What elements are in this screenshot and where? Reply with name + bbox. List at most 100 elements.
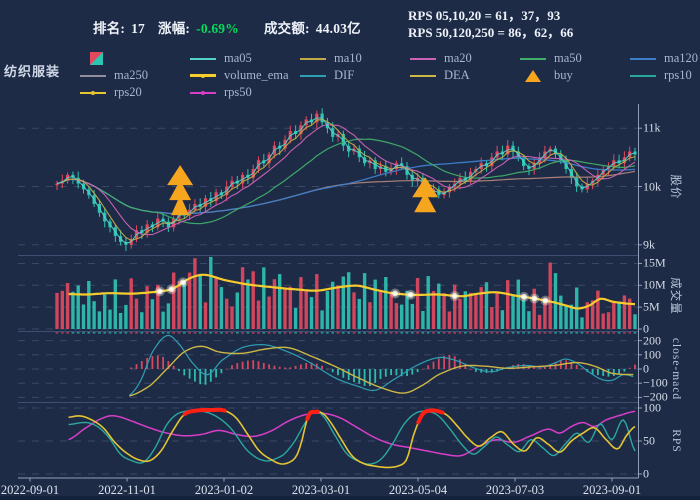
y-tick-label-volume: 0 xyxy=(643,321,649,336)
y-tick-label-rps: 100 xyxy=(643,400,661,415)
legend-item-candle[interactable] xyxy=(80,50,190,67)
y-tick-label-volume: 15M xyxy=(643,255,666,270)
volume-bars xyxy=(55,256,637,329)
header-rps-block: RPS 05,10,20 = 61，37，93 RPS 50,120,250 =… xyxy=(408,7,573,41)
x-tick-label: 2022-09-01 xyxy=(0,483,60,497)
axes-frame xyxy=(18,104,642,482)
buy-triangle-marker xyxy=(169,180,192,201)
candlestick-icon xyxy=(90,52,103,65)
legend-item-label: DIF xyxy=(334,68,355,82)
buy-legend-swatch xyxy=(520,69,546,82)
legend-item-volume_ema[interactable]: volume_ema xyxy=(190,67,300,84)
y-tick-label-macd: 200 xyxy=(643,333,661,348)
legend-item-label: buy xyxy=(554,68,573,82)
y-axis-title-volume: 成交量 xyxy=(669,277,681,315)
macd-histogram xyxy=(130,354,636,387)
legend-item-label: rps50 xyxy=(224,85,252,99)
turnover-value: 44.03亿 xyxy=(315,21,361,36)
legend-item-ma120[interactable]: ma120 xyxy=(630,50,700,67)
rps20-line xyxy=(68,408,636,469)
ma20-legend-swatch xyxy=(410,52,436,65)
legend-item-label: ma120 xyxy=(664,51,699,65)
buy-triangle-marker xyxy=(167,165,194,186)
buy-triangle-marker xyxy=(171,195,190,216)
rps-short-line: RPS 05,10,20 = 61，37，93 xyxy=(408,8,561,23)
macd-lines xyxy=(128,334,634,397)
buy-triangle-icon xyxy=(525,69,541,82)
legend-item-ma250[interactable]: ma250 xyxy=(80,67,190,84)
y-tick-label-rps: 0 xyxy=(643,466,649,481)
legend-item-ma50[interactable]: ma50 xyxy=(520,50,630,67)
rps-overbought-segment xyxy=(416,408,445,425)
buy-signal-markers xyxy=(167,165,439,216)
y-tick-label-rps: 50 xyxy=(643,433,655,448)
ma50-line xyxy=(56,138,636,225)
rps-overbought-segment xyxy=(305,409,320,421)
y-tick-label-macd: −200 xyxy=(643,389,668,404)
legend-item-label: ma05 xyxy=(224,51,252,65)
dea-line xyxy=(129,345,634,397)
legend-item-DIF[interactable]: DIF xyxy=(300,67,410,84)
legend-item-rps50[interactable]: rps50 xyxy=(190,84,300,101)
ma50-legend-swatch xyxy=(520,52,546,65)
moving-average-lines xyxy=(56,117,636,244)
buy-triangle-marker xyxy=(414,192,437,213)
y-tick-label-volume: 5M xyxy=(643,299,660,314)
ma20-line xyxy=(56,124,636,236)
rps10-line xyxy=(68,409,636,465)
legend-item-ma05[interactable]: ma05 xyxy=(190,50,300,67)
ma120-legend-swatch xyxy=(630,52,656,65)
change-value: -0.69% xyxy=(196,21,239,36)
macd-close-dotted-line xyxy=(55,332,637,334)
sector-label: 纺织服装 xyxy=(4,64,61,79)
DEA-legend-swatch xyxy=(410,69,436,82)
y-tick-label-macd: 100 xyxy=(643,347,661,362)
y-tick-label-price: 10k xyxy=(643,179,661,193)
rank-label: 排名: xyxy=(93,21,126,36)
legend: ma05 ma10 ma20 ma50 ma120 ma250 volume_ema DIF D… xyxy=(80,50,700,101)
y-axis-title-rps: RPS xyxy=(670,429,682,453)
x-tick-label: 2023-09-01 xyxy=(582,483,642,497)
header-stats: 排名: 17 涨幅: -0.69% 成交额: 44.03亿 xyxy=(93,17,361,37)
legend-item-DEA[interactable]: DEA xyxy=(410,67,520,84)
y-tick-label-price: 11k xyxy=(643,120,661,135)
change-label: 涨幅: xyxy=(158,21,191,36)
x-tick-label: 2023-05-04 xyxy=(388,483,448,497)
legend-item-rps10[interactable]: rps10 xyxy=(630,67,700,84)
rps50-legend-swatch xyxy=(190,86,216,99)
buy-triangle-marker xyxy=(412,177,439,198)
DIF-legend-swatch xyxy=(300,69,326,82)
rank-value: 17 xyxy=(131,21,146,36)
y-tick-label-price: 9k xyxy=(643,237,655,252)
rps-lines xyxy=(68,407,636,469)
legend-item-label: ma10 xyxy=(334,51,362,65)
y-tick-label-volume: 10M xyxy=(643,277,666,292)
legend-item-label: DEA xyxy=(444,68,470,82)
rps20-legend-swatch xyxy=(80,86,106,99)
y-axis-title-macd: close-macd xyxy=(670,337,682,401)
window-bottom-edge xyxy=(0,496,700,500)
ma120-line xyxy=(56,157,636,215)
candle-legend-swatch xyxy=(80,52,106,65)
volume-ema-line xyxy=(68,273,636,310)
legend-item-label: volume_ema xyxy=(224,68,289,82)
x-tick-label: 2023-07-03 xyxy=(485,483,545,497)
legend-item-ma10[interactable]: ma10 xyxy=(300,50,410,67)
legend-item-label: ma50 xyxy=(554,51,582,65)
ma05-line xyxy=(56,117,636,244)
rps-long-line: RPS 50,120,250 = 86，62，66 xyxy=(408,25,574,40)
x-tick-label: 2022-11-01 xyxy=(98,483,156,497)
y-axis-title-price: 股价 xyxy=(669,174,681,200)
legend-item-label: rps10 xyxy=(664,68,692,82)
ma250-legend-swatch xyxy=(80,69,106,82)
ma250-line xyxy=(56,170,636,215)
legend-item-ma20[interactable]: ma20 xyxy=(410,50,520,67)
y-tick-label-macd: 0 xyxy=(643,361,649,376)
ma10-line xyxy=(56,118,636,241)
x-tick-label: 2023-03-01 xyxy=(291,483,351,497)
ma05-legend-swatch xyxy=(190,52,216,65)
rps-overbought-segment xyxy=(182,407,227,417)
legend-item-buy[interactable]: buy xyxy=(520,67,630,84)
legend-item-rps20[interactable]: rps20 xyxy=(80,84,190,101)
